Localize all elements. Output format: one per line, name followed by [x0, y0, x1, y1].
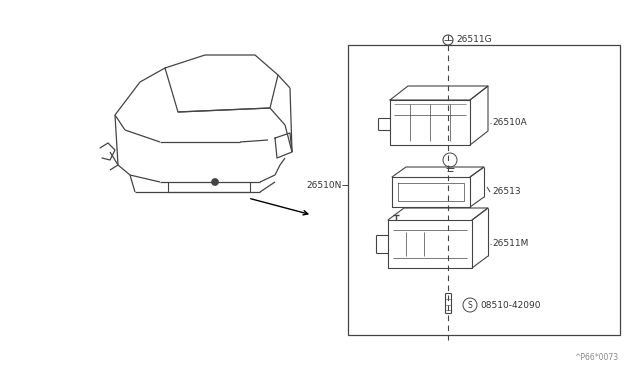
Text: 26510A: 26510A: [492, 118, 527, 127]
Circle shape: [211, 179, 218, 186]
Text: 26513: 26513: [492, 187, 520, 196]
Text: 26511M: 26511M: [492, 240, 529, 248]
Text: 26511G: 26511G: [456, 35, 492, 45]
Text: ^P66*0073: ^P66*0073: [574, 353, 618, 362]
Bar: [348, 45, 620, 335]
Text: 08510-42090: 08510-42090: [480, 301, 541, 310]
Text: S: S: [468, 301, 472, 310]
Text: 26510N: 26510N: [307, 180, 342, 189]
